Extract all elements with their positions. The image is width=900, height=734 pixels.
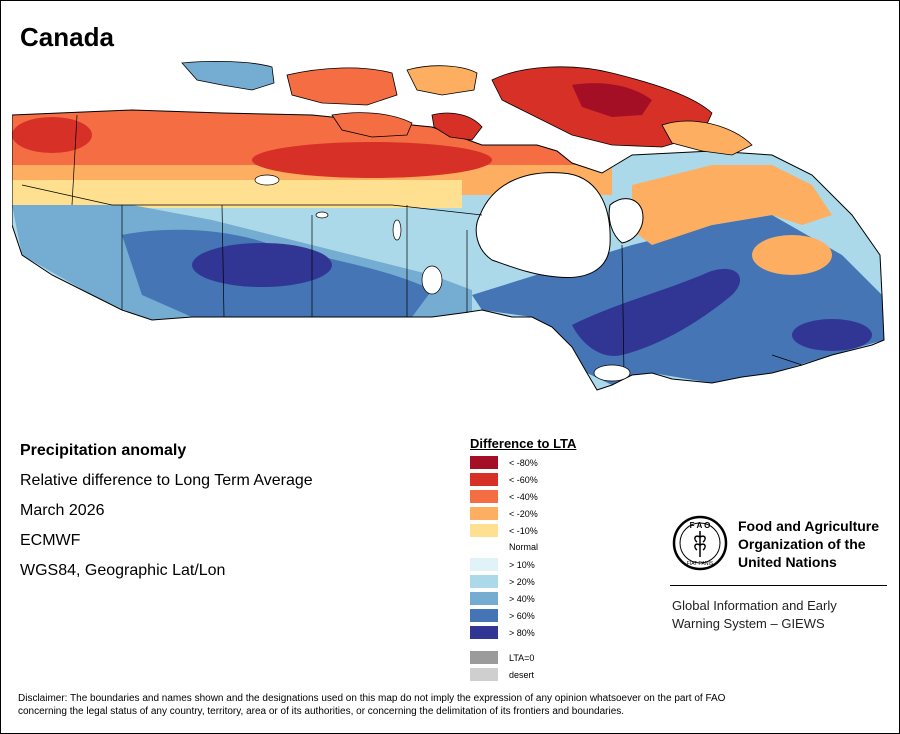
legend-item-label: > 10%: [509, 559, 535, 570]
dry-region-labrador: [632, 165, 832, 245]
mainland: [12, 109, 885, 391]
legend-item: LTA=0: [470, 649, 630, 666]
legend-item: < -40%: [470, 488, 630, 505]
very-wet-prairies: [192, 243, 332, 287]
legend-item-label: < -80%: [509, 457, 538, 468]
fao-logo: F A O FIAT PANIS: [672, 515, 728, 571]
fao-block: F A O FIAT PANIS Food and Agriculture Or…: [670, 515, 890, 635]
extra-swatch: [470, 651, 498, 664]
giews-line1: Global Information and Early: [672, 598, 837, 613]
extra-swatch: [470, 668, 498, 681]
legend: Difference to LTA < -80% < -60% < -40% < -2…: [470, 436, 630, 683]
disclaimer-line1: Disclaimer: The boundaries and names sho…: [18, 693, 726, 704]
legend-item-label: < -20%: [509, 508, 538, 519]
legend-item: desert: [470, 666, 630, 683]
dry-patch-nunavut: [252, 142, 492, 178]
dry-swatch: [470, 456, 498, 469]
dry-swatch: [470, 524, 498, 537]
legend-item: > 80%: [470, 624, 630, 641]
map-period: March 2026: [20, 502, 105, 519]
james-bay: [608, 198, 644, 244]
fao-name-line1: Food and Agriculture: [738, 518, 880, 534]
fao-logo-letters: F A O: [690, 521, 711, 530]
legend-extra-items: LTA=0 desert: [470, 649, 630, 683]
legend-item-label: < -40%: [509, 491, 538, 502]
map-description: Relative difference to Long Term Average: [20, 472, 313, 489]
dry-band-south: [12, 180, 462, 208]
legend-item-label: > 40%: [509, 593, 535, 604]
giews-line2: Warning System – GIEWS: [672, 616, 825, 631]
legend-item: < -80%: [470, 454, 630, 471]
precipitation-map: [12, 60, 885, 391]
legend-item: < -10%: [470, 522, 630, 539]
legend-item: > 20%: [470, 573, 630, 590]
legend-item: > 40%: [470, 590, 630, 607]
lakes: [254, 174, 631, 382]
map-variable: Precipitation anomaly: [20, 442, 187, 459]
legend-item-label: LTA=0: [509, 652, 535, 663]
wet-swatch: [470, 609, 498, 622]
legend-item-label: desert: [509, 669, 535, 680]
legend-item: > 10%: [470, 556, 630, 573]
disclaimer: Disclaimer: The boundaries and names sho…: [18, 692, 878, 718]
legend-item-label: > 80%: [509, 627, 535, 638]
disclaimer-line2: concerning the legal status of any count…: [18, 706, 625, 717]
legend-item-label: > 60%: [509, 610, 535, 621]
map-info: Precipitation anomaly Relative differenc…: [20, 441, 440, 591]
dry-swatch: [470, 473, 498, 486]
very-wet-ontario-quebec: [572, 268, 741, 356]
arctic-islands: [181, 60, 753, 156]
legend-item: < -20%: [470, 505, 630, 522]
provincial-boundaries: [21, 114, 803, 376]
fao-name-line2: Organization of the: [738, 536, 866, 552]
legend-item: > 60%: [470, 607, 630, 624]
giews-name: Global Information and Early Warning Sys…: [672, 597, 837, 633]
very-wet-maritimes: [792, 319, 872, 351]
fao-divider: [670, 585, 887, 586]
wet-swatch: [470, 592, 498, 605]
hudson-bay: [475, 172, 611, 279]
legend-item: < -60%: [470, 471, 630, 488]
fao-name: Food and Agriculture Organization of the…: [738, 517, 879, 571]
legend-wet-items: > 10% > 20% > 40% > 60% > 80%: [470, 556, 630, 641]
map-title: Canada: [20, 22, 114, 52]
wet-swatch: [470, 626, 498, 639]
legend-normal: Normal: [509, 542, 539, 552]
dry-swatch: [470, 507, 498, 520]
dry-patch-yukon: [12, 117, 92, 153]
wet-swatch: [470, 558, 498, 571]
legend-item-label: > 20%: [509, 576, 535, 587]
fao-name-line3: United Nations: [738, 554, 837, 570]
dry-patch-gaspe: [752, 235, 832, 275]
wet-swatch: [470, 575, 498, 588]
map-projection: WGS84, Geographic Lat/Lon: [20, 562, 226, 579]
legend-item-label: < -60%: [509, 474, 538, 485]
legend-title: Difference to LTA: [470, 436, 577, 451]
map-source: ECMWF: [20, 532, 81, 549]
legend-item-label: < -10%: [509, 525, 538, 536]
legend-dry-items: < -80% < -60% < -40% < -20% < -10%: [470, 454, 630, 539]
fao-logo-motto: FIAT PANIS: [687, 561, 714, 567]
dry-swatch: [470, 490, 498, 503]
